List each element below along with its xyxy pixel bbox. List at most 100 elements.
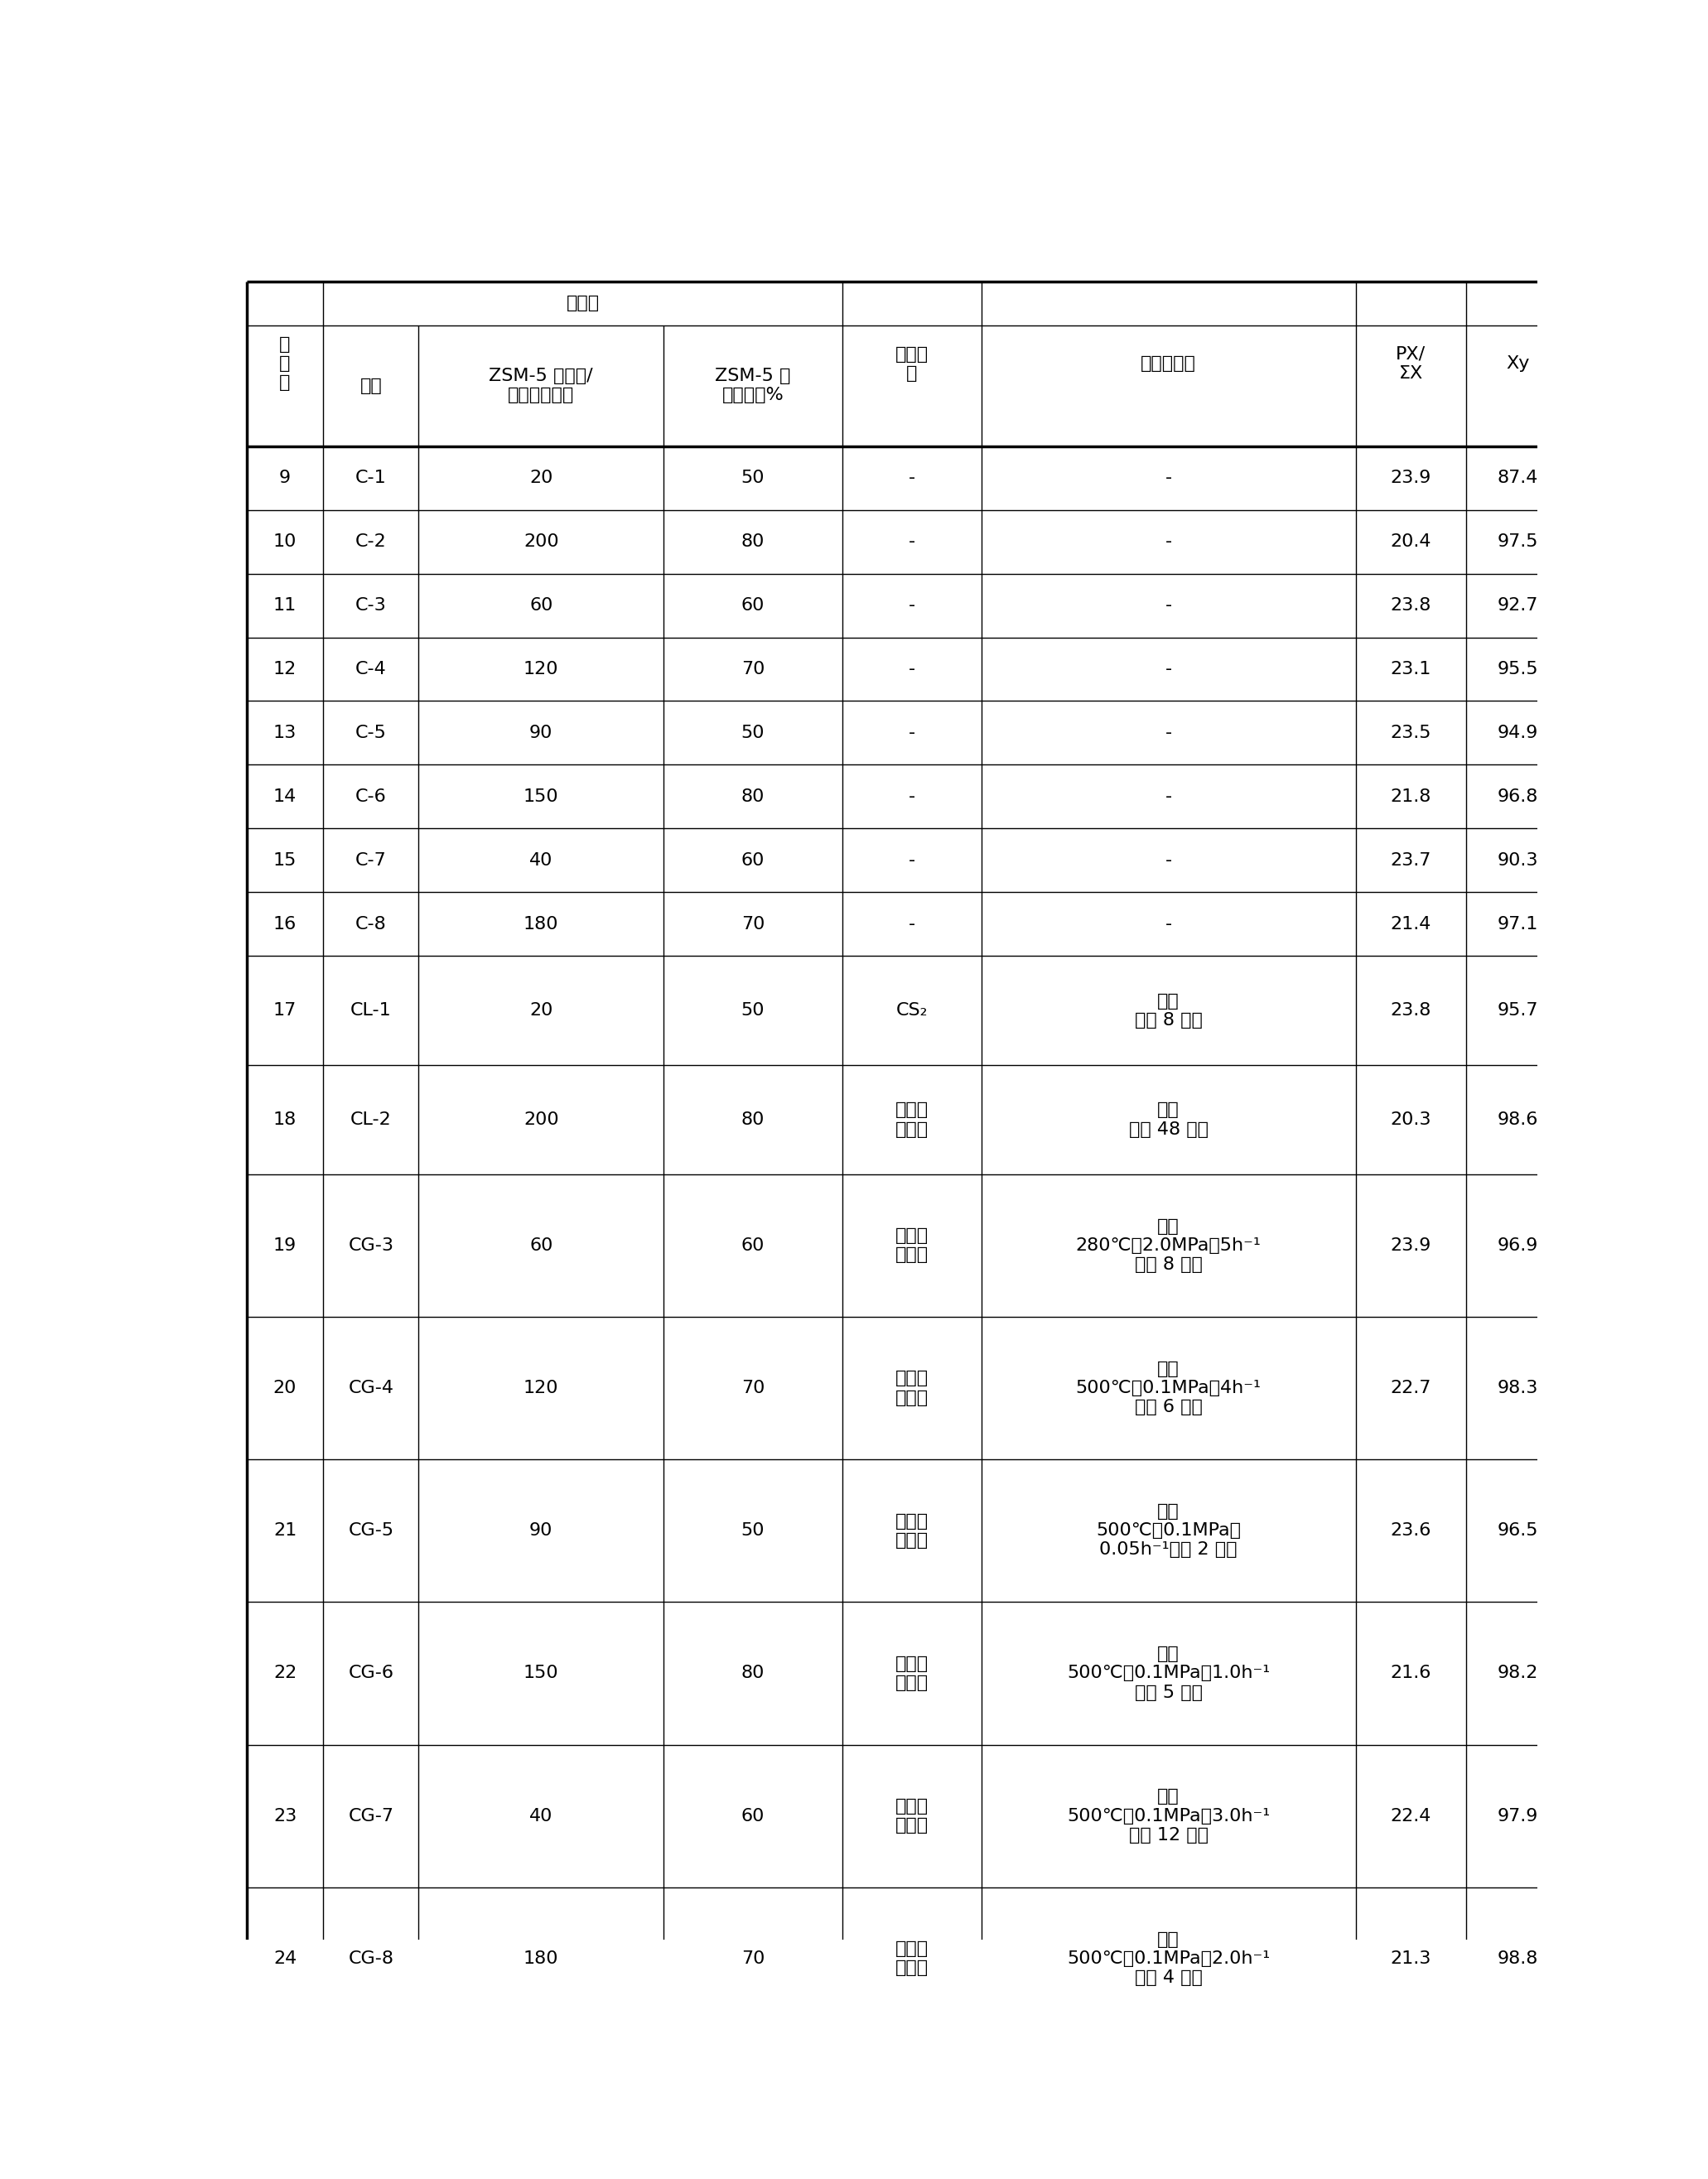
Text: 23.9: 23.9 [1390,471,1431,486]
Text: 21.3: 21.3 [1390,1950,1431,1968]
Text: 21.8: 21.8 [1390,789,1431,804]
Text: 20: 20 [529,1002,553,1020]
Text: 23.5: 23.5 [1390,726,1431,741]
Text: 14: 14 [273,789,297,804]
Text: 20: 20 [529,471,553,486]
Text: C-4: C-4 [355,660,386,678]
Text: 40: 40 [529,852,553,869]
Text: 21: 21 [273,1523,297,1538]
Text: 二辛基
二硫醚: 二辛基 二硫醚 [895,1512,929,1549]
Text: 200: 200 [523,1111,559,1129]
Text: 98.6: 98.6 [1498,1111,1539,1129]
Text: 87.4: 87.4 [1498,471,1539,486]
Text: 98.8: 98.8 [1498,1950,1539,1968]
Text: 96.5: 96.5 [1498,1523,1539,1538]
Text: 80: 80 [741,1665,765,1682]
Text: 180: 180 [524,915,559,933]
Text: 60: 60 [529,1238,553,1253]
Text: 23.8: 23.8 [1390,597,1431,614]
Text: 80: 80 [741,534,765,549]
Text: -: - [909,660,915,678]
Text: 70: 70 [741,660,765,678]
Text: 60: 60 [741,1238,765,1253]
Text: ZSM-5 氧化硅/
氧化铝摩尔比: ZSM-5 氧化硅/ 氧化铝摩尔比 [488,368,593,403]
Text: 180: 180 [524,1950,559,1968]
Text: 70: 70 [741,915,765,933]
Text: 16: 16 [273,915,297,933]
Text: 95.7: 95.7 [1498,1002,1539,1020]
Text: 60: 60 [741,597,765,614]
Text: CG-8: CG-8 [348,1950,395,1968]
Text: 150: 150 [523,789,559,804]
Text: 50: 50 [741,1002,765,1020]
Text: 17: 17 [273,1002,297,1020]
Text: 20.3: 20.3 [1390,1111,1431,1129]
Text: 80: 80 [741,789,765,804]
Text: 120: 120 [524,1379,559,1397]
Text: C-7: C-7 [355,852,386,869]
Text: C-8: C-8 [355,915,386,933]
Text: C-3: C-3 [355,597,386,614]
Text: 92.7: 92.7 [1498,597,1539,614]
Text: 气相
500℃、0.1MPa、1.0h⁻¹
处理 5 小时: 气相 500℃、0.1MPa、1.0h⁻¹ 处理 5 小时 [1068,1645,1271,1702]
Text: 13: 13 [273,726,297,741]
Text: -: - [909,471,915,486]
Text: 19: 19 [273,1238,297,1253]
Text: 编号: 编号 [360,377,383,394]
Text: 97.5: 97.5 [1498,534,1539,549]
Text: CG-3: CG-3 [348,1238,395,1253]
Text: 50: 50 [741,471,765,486]
Text: 23.6: 23.6 [1390,1523,1431,1538]
Text: 气相
500℃、0.1MPa、3.0h⁻¹
处理 12 小时: 气相 500℃、0.1MPa、3.0h⁻¹ 处理 12 小时 [1068,1789,1271,1843]
Text: PX/
ΣX: PX/ ΣX [1395,346,1426,381]
Text: 液相
浸渍 48 小时: 液相 浸渍 48 小时 [1129,1103,1208,1137]
Text: 21.6: 21.6 [1390,1665,1431,1682]
Text: 50: 50 [741,1523,765,1538]
Text: CG-7: CG-7 [348,1809,395,1824]
Text: 97.9: 97.9 [1498,1809,1539,1824]
Text: 90.3: 90.3 [1498,852,1539,869]
Text: 9: 9 [278,471,290,486]
Text: CG-6: CG-6 [348,1665,395,1682]
Text: 18: 18 [273,1111,297,1129]
Text: 15: 15 [273,852,297,869]
Text: 二乙基
二硫醚: 二乙基 二硫醚 [895,1798,929,1835]
Text: 150: 150 [523,1665,559,1682]
Text: 硫改性
剂: 硫改性 剂 [895,346,929,381]
Text: 60: 60 [529,597,553,614]
Text: -: - [1165,789,1172,804]
Text: 20.4: 20.4 [1390,534,1431,549]
Text: 21.4: 21.4 [1390,915,1431,933]
Text: 96.9: 96.9 [1498,1238,1539,1253]
Text: -: - [1165,915,1172,933]
Text: -: - [909,789,915,804]
Text: 二甲基
二硫醚: 二甲基 二硫醚 [895,1103,929,1137]
Text: CG-4: CG-4 [348,1379,395,1397]
Text: Xy: Xy [1506,355,1530,373]
Text: 二己基
四硫醚: 二己基 四硫醚 [895,1656,929,1691]
Text: 10: 10 [273,534,297,549]
Text: -: - [1165,597,1172,614]
Text: 23: 23 [273,1809,297,1824]
Text: 23.7: 23.7 [1390,852,1431,869]
Text: 二丙基
三硫醚: 二丙基 三硫醚 [895,1227,929,1264]
Text: 90: 90 [529,726,553,741]
Text: 12: 12 [273,660,297,678]
Text: 98.3: 98.3 [1498,1379,1539,1397]
Text: 120: 120 [524,660,559,678]
Text: CL-1: CL-1 [350,1002,391,1020]
Text: 气相
500℃、0.1MPa、2.0h⁻¹
处理 4 小时: 气相 500℃、0.1MPa、2.0h⁻¹ 处理 4 小时 [1068,1931,1271,1985]
Text: C-5: C-5 [355,726,386,741]
Text: C-1: C-1 [355,471,386,486]
Text: CG-5: CG-5 [348,1523,395,1538]
Text: -: - [909,726,915,741]
Text: 20: 20 [273,1379,297,1397]
Text: 80: 80 [741,1111,765,1129]
Text: 实
例
号: 实 例 号 [280,336,290,392]
Text: 200: 200 [523,534,559,549]
Text: -: - [1165,726,1172,741]
Text: -: - [1165,471,1172,486]
Text: 23.8: 23.8 [1390,1002,1431,1020]
Text: C-6: C-6 [355,789,386,804]
Text: 二戊基
三硫醚: 二戊基 三硫醚 [895,1941,929,1976]
